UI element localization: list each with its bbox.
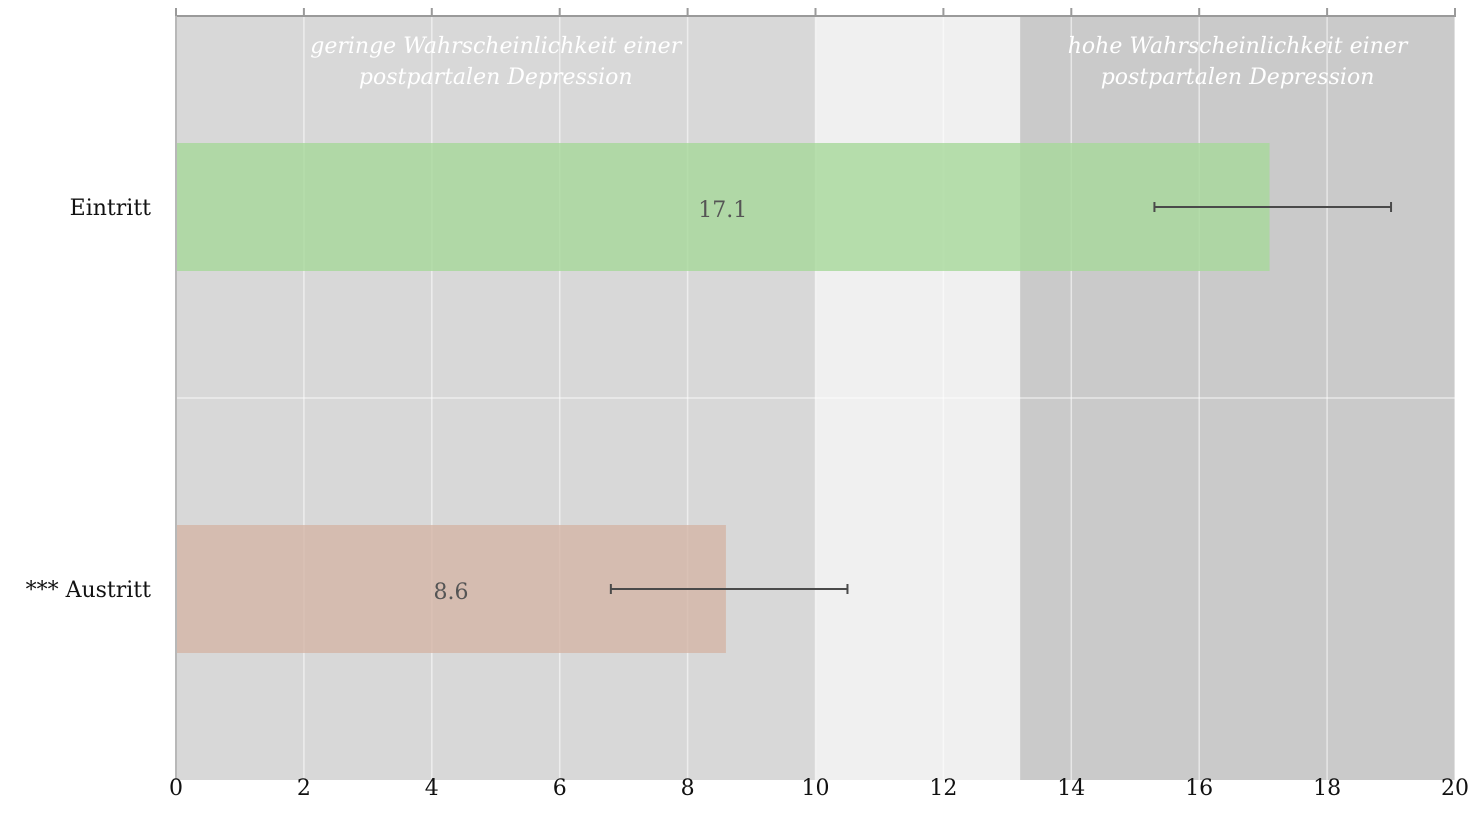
zone-label-2-line-0: hohe Wahrscheinlichkeit einer: [1068, 34, 1409, 59]
x-tick-label-10: 20: [1441, 776, 1469, 801]
x-tick-label-0: 0: [169, 776, 183, 801]
category-labels: Eintritt *** Austritt: [26, 196, 152, 603]
zone-label-2-line-1: postpartalen Depression: [1101, 65, 1375, 90]
value-label-1: 8.6: [433, 580, 468, 605]
error-bars: [609, 202, 1393, 594]
zone-label-0-line-0: geringe Wahrscheinlichkeit einer: [310, 34, 682, 59]
x-tick-label-5: 10: [802, 776, 830, 801]
x-tick-label-2: 4: [425, 776, 439, 801]
x-tick-label-9: 18: [1313, 776, 1341, 801]
category-label-0: Eintritt: [70, 196, 151, 221]
category-label-1: *** Austritt: [26, 578, 152, 603]
x-tick-label-6: 12: [929, 776, 957, 801]
x-tick-label-4: 8: [681, 776, 695, 801]
zone-labels: geringe Wahrscheinlichkeit einer postpart…: [310, 34, 1409, 90]
value-labels: 17.1 8.6: [433, 198, 747, 605]
x-tick-label-8: 16: [1185, 776, 1213, 801]
top-axis: [175, 8, 1456, 780]
value-label-0: 17.1: [698, 198, 747, 223]
x-tick-label-1: 2: [297, 776, 311, 801]
bar-0: [176, 143, 1270, 271]
x-tick-label-3: 6: [553, 776, 567, 801]
zone-label-0-line-1: postpartalen Depression: [359, 65, 633, 90]
x-tick-labels: 0 2 4 6 8 10 12 14 16 18 20: [169, 776, 1469, 801]
x-tick-label-7: 14: [1057, 776, 1085, 801]
